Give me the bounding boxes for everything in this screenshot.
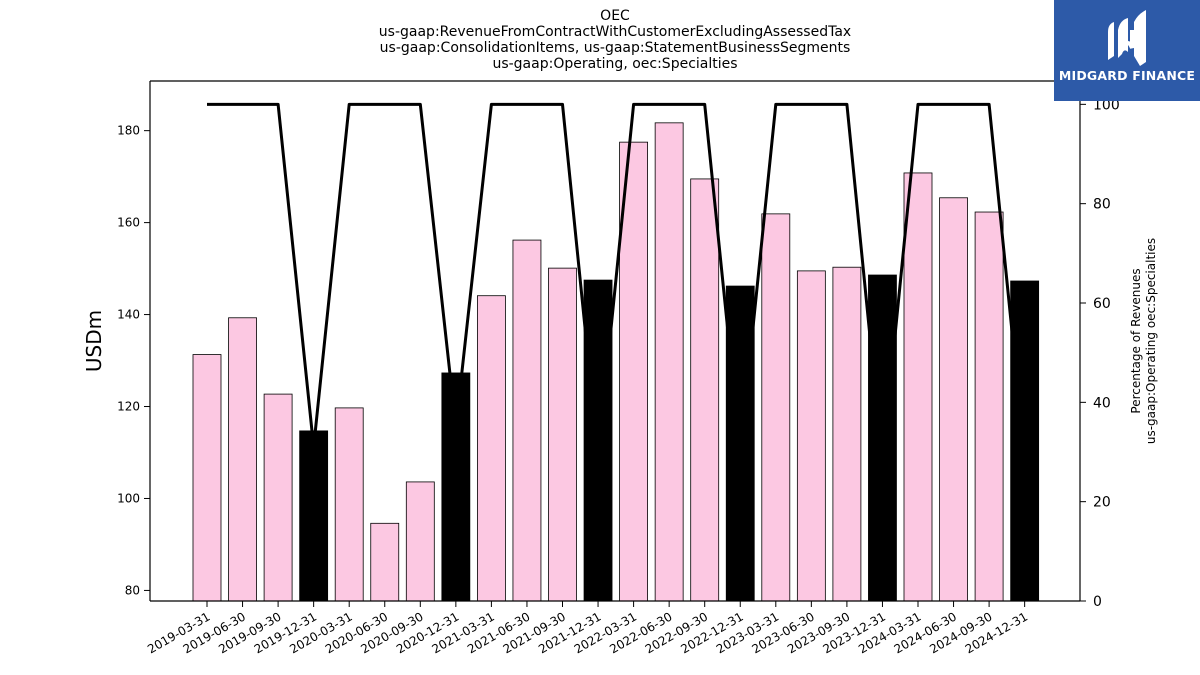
y2-tick-label: 40 (1093, 395, 1111, 411)
chart-title: OECus-gaap:RevenueFromContractWithCustom… (379, 8, 851, 72)
axes (149, 80, 1081, 602)
bar (690, 178, 720, 602)
bar-series (192, 122, 1040, 602)
percentage-line-series (207, 102, 1027, 464)
percentage-line (207, 102, 1027, 464)
axis-labels: USDm Percentage of Revenues us-gaap:Operat… (82, 238, 1158, 444)
bar (548, 267, 577, 602)
bar (903, 172, 933, 602)
y2-tick-label: 0 (1093, 594, 1102, 610)
y2-tick-label: 100 (1093, 97, 1120, 113)
bar (476, 295, 506, 602)
x-axis-ticks: 2019-03-312019-06-302019-09-302019-12-31… (145, 601, 1030, 656)
bar (228, 317, 257, 602)
bar (832, 266, 862, 602)
logo-mark-icon (1108, 10, 1146, 66)
title-line: us-gaap:ConsolidationItems, us-gaap:Stat… (380, 40, 851, 56)
bar (796, 270, 826, 602)
bar (1010, 280, 1040, 602)
y2-axis-label: Percentage of Revenues (1129, 268, 1143, 413)
y-tick-label: 100 (117, 491, 140, 505)
y2-tick-label: 80 (1093, 197, 1111, 213)
logo-text: MIDGARD FINANCE (1058, 68, 1196, 83)
bar (512, 239, 542, 602)
bar (441, 372, 471, 602)
bar (654, 122, 684, 602)
bar (370, 522, 400, 602)
title-line: us-gaap:Operating, oec:Specialties (492, 56, 737, 72)
y-axis-ticks: 80 100 120 140 160 180 (117, 124, 150, 597)
title-line: OEC (600, 8, 630, 24)
title-line: us-gaap:RevenueFromContractWithCustomerE… (379, 24, 851, 40)
bar (299, 430, 329, 602)
bar (939, 197, 968, 602)
bar (761, 213, 791, 602)
y-tick-label: 120 (117, 400, 140, 414)
bar (974, 211, 1004, 602)
y-tick-label: 140 (117, 308, 140, 322)
bar (405, 481, 435, 602)
y-tick-label: 80 (125, 583, 140, 597)
y-axis-label: USDm (82, 310, 106, 372)
y-tick-label: 180 (117, 124, 140, 138)
y2-axis-ticks: 0 20 40 60 80 100 (1080, 97, 1120, 610)
bar (334, 407, 364, 602)
bar (583, 279, 613, 602)
y2-tick-label: 20 (1093, 495, 1111, 511)
bar (192, 354, 222, 602)
y2-tick-label: 60 (1093, 296, 1111, 312)
bar (619, 141, 648, 602)
bar (263, 393, 293, 602)
y-tick-label: 160 (117, 216, 140, 230)
y2-axis-label: us-gaap:Operating oec:Specialties (1144, 238, 1158, 444)
brand-logo: MIDGARD FINANCE (1054, 0, 1200, 101)
bar (868, 274, 897, 602)
